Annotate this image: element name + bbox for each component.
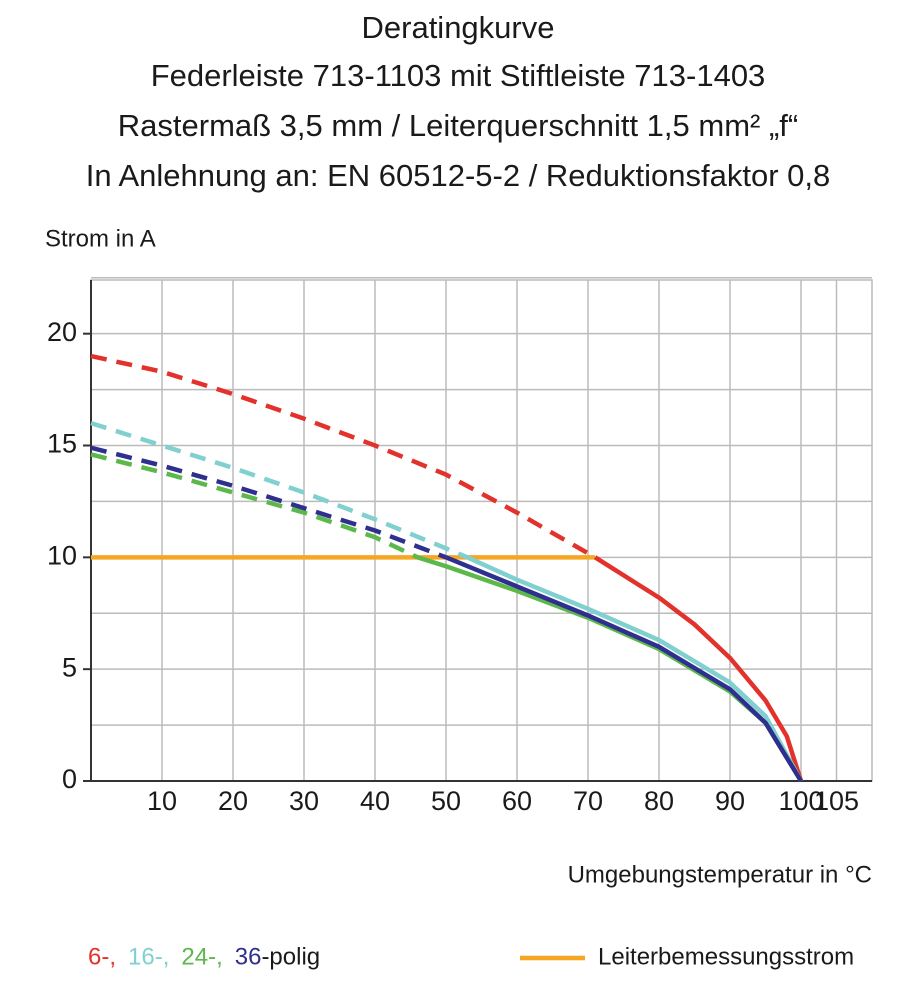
chart-subtitle: Rastermaß 3,5 mm / Leiterquerschnitt 1,5… [118, 108, 798, 143]
x-tick-label: 70 [573, 786, 603, 816]
series-line-dashed [90, 452, 419, 560]
y-tick-label: 0 [62, 764, 77, 794]
y-tick-label: 10 [47, 540, 77, 570]
y-tick-label: 15 [47, 429, 77, 459]
x-tick-label: 60 [502, 786, 532, 816]
legend-label: 24-, [181, 943, 222, 970]
series-line [593, 555, 804, 782]
chart-title: Deratingkurve [362, 10, 555, 45]
legend-label: -polig [261, 943, 320, 970]
x-tick-label: 105 [814, 786, 859, 816]
x-tick-label: 10 [147, 786, 177, 816]
x-tick-label: 30 [289, 786, 319, 816]
legend-label: 6-, [88, 943, 116, 970]
legend-label: 36 [235, 943, 262, 970]
x-tick-label: 100 [778, 786, 823, 816]
y-tick-label: 5 [62, 652, 77, 682]
x-tick-label: 20 [218, 786, 248, 816]
series-line [445, 555, 803, 783]
x-axis-label: Umgebungstemperatur in °C [568, 861, 872, 888]
x-tick-label: 80 [644, 786, 674, 816]
series-line-dashed [90, 353, 597, 560]
legend-label: Leiterbemessungsstrom [598, 943, 854, 970]
x-tick-label: 40 [360, 786, 390, 816]
series-line [466, 555, 803, 783]
chart-subtitle: Federleiste 713-1103 mit Stiftleiste 713… [151, 58, 766, 93]
chart-subtitle: In Anlehnung an: EN 60512-5-2 / Reduktio… [86, 158, 831, 193]
legend-label: 16-, [128, 943, 169, 970]
y-tick-label: 20 [47, 317, 77, 347]
x-tick-label: 50 [431, 786, 461, 816]
x-tick-label: 90 [715, 786, 745, 816]
series-line-dashed [90, 420, 469, 560]
series-line-dashed [90, 445, 447, 560]
y-axis-label: Strom in A [45, 225, 156, 252]
